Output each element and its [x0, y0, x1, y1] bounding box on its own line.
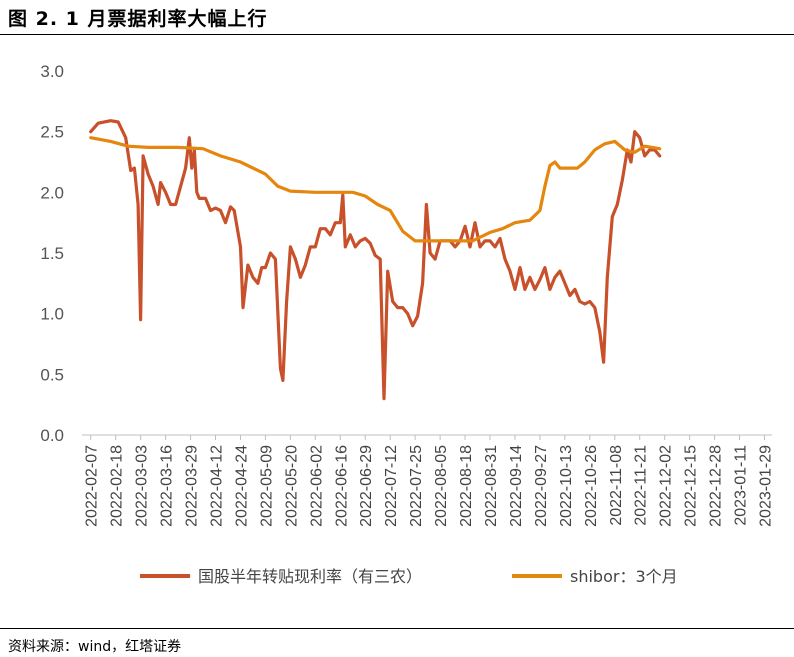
y-tick-label: 0.5 [40, 365, 64, 384]
x-tick-label: 2023-01-11 [733, 445, 750, 526]
x-tick-label: 2022-11-08 [608, 445, 625, 526]
plot-area [89, 119, 662, 401]
x-tick-label: 2022-05-20 [283, 445, 300, 527]
x-tick-label: 2022-03-29 [184, 445, 201, 527]
x-tick-label: 2022-06-29 [358, 445, 375, 527]
x-tick-label: 2022-02-18 [109, 445, 126, 527]
x-tick-label: 2022-04-12 [209, 445, 226, 527]
legend-label-2: shibor：3个月 [570, 567, 678, 586]
series-line-2 [89, 136, 662, 243]
x-tick-label: 2022-06-02 [308, 445, 325, 527]
x-tick-label: 2022-11-21 [633, 445, 650, 526]
y-tick-label: 3.0 [40, 62, 64, 81]
x-tick-label: 2022-10-26 [583, 445, 600, 527]
y-tick-label: 0.0 [40, 426, 64, 445]
y-tick-label: 2.0 [40, 183, 64, 202]
x-tick-label: 2022-07-12 [383, 445, 400, 527]
x-tick-label: 2022-12-28 [708, 445, 725, 527]
x-tick-label: 2022-03-16 [159, 445, 176, 527]
x-tick-label: 2022-08-18 [458, 445, 475, 527]
figure-title: 图 2. 1 月票据利率大幅上行 [8, 8, 268, 30]
x-tick-label: 2022-09-27 [533, 445, 550, 527]
x-tick-label: 2023-01-29 [758, 445, 775, 527]
series-line-1 [89, 119, 662, 401]
footer-divider [0, 628, 794, 629]
x-tick-label: 2022-04-24 [233, 445, 250, 527]
x-tick-label: 2022-06-16 [333, 445, 350, 527]
x-tick-label: 2022-12-15 [683, 445, 700, 527]
x-tick-label: 2022-10-13 [558, 445, 575, 527]
x-tick-label: 2022-09-14 [508, 445, 525, 527]
y-tick-label: 1.5 [40, 244, 64, 263]
legend-label-1: 国股半年转贴现利率（有三农） [198, 567, 422, 586]
y-axis: 0.0 0.5 1.0 1.5 2.0 2.5 3.0 [40, 62, 64, 445]
y-tick-label: 2.5 [40, 123, 64, 142]
x-tick-label: 2022-02-07 [84, 445, 101, 527]
x-tick-label: 2022-05-09 [258, 445, 275, 527]
x-tick-label: 2022-08-05 [433, 445, 450, 527]
legend: 国股半年转贴现利率（有三农） shibor：3个月 [140, 567, 678, 586]
line-chart: 0.00.51.01.52.02.53.0 2022-02-07 2022-02-… [40, 62, 775, 586]
x-tick-label: 2022-08-31 [483, 445, 500, 527]
source-note: 资料来源：wind，红塔证券 [8, 639, 182, 655]
x-axis: 2022-02-07 2022-02-18 2022-03-03 2022-03-16… [82, 434, 775, 527]
x-tick-label: 2022-12-02 [658, 445, 675, 527]
y-tick-label: 1.0 [40, 305, 64, 324]
x-tick-label: 2022-07-25 [408, 445, 425, 527]
title-divider [0, 34, 794, 35]
x-tick-label: 2022-03-03 [134, 445, 151, 527]
